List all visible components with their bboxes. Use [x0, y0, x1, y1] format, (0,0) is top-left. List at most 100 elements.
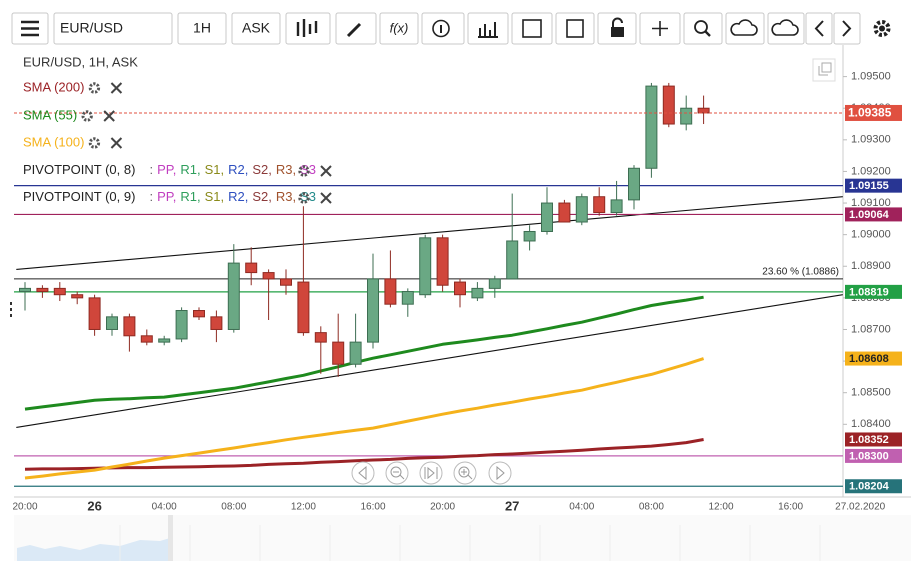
legend-remove-icon[interactable] [110, 137, 123, 149]
legend-settings-icon[interactable] [88, 82, 101, 94]
level-price-label: 1.08300 [849, 450, 889, 462]
candle-body [71, 294, 84, 299]
zoom-controls [351, 461, 512, 485]
zoom-icon [704, 30, 711, 37]
candle-body [610, 199, 623, 214]
candle-body [662, 85, 675, 125]
level-price-box [845, 207, 902, 222]
level-price-box [845, 479, 902, 494]
legend-settings-icon[interactable] [298, 165, 310, 177]
pivot-legend-item: PP, [157, 189, 176, 204]
legend-remove-icon[interactable] [320, 192, 332, 204]
download-icon [771, 19, 799, 36]
calendar-button[interactable] [511, 12, 553, 45]
legend-entry[interactable]: SMA (100) [23, 134, 84, 149]
y-tick-label: 1.09300 [851, 134, 891, 146]
legend-remove-icon[interactable] [110, 82, 123, 94]
zoom-in-button[interactable] [453, 461, 477, 485]
scroll-left-button[interactable] [351, 461, 375, 485]
navigator-grid [119, 525, 821, 561]
pivot-legend-item: S2, [252, 162, 272, 177]
candle-body [697, 107, 710, 114]
x-tick-label: 04:00 [569, 502, 594, 513]
expand-icon [818, 62, 832, 76]
legend-entry[interactable]: SMA (55) [23, 107, 77, 122]
y-tick-label: 1.08500 [851, 387, 891, 399]
report-button[interactable] [555, 12, 595, 45]
candle-body [332, 341, 345, 365]
candle-body [314, 332, 327, 343]
zoom-icon [694, 20, 708, 34]
zoom-out-button[interactable] [385, 461, 409, 485]
candle-body [523, 230, 536, 242]
candle-body [471, 287, 484, 299]
candle-body [193, 310, 205, 318]
candle-body [280, 278, 292, 286]
candle-body [262, 272, 275, 280]
x-tick-label: 08:00 [221, 502, 246, 513]
interval-button[interactable] [177, 12, 227, 45]
pivot-legend-label: PIVOTPOINT (0, 8) [23, 162, 135, 177]
navigator-handle[interactable] [168, 515, 173, 561]
axis-layer: 1.084001.085001.086001.087001.088001.089… [12, 71, 902, 513]
next-button[interactable] [833, 12, 861, 45]
candle-body [541, 202, 553, 232]
x-tick-label: 04:00 [152, 502, 177, 513]
info-button[interactable] [421, 12, 465, 45]
legend-remove-icon[interactable] [103, 110, 115, 122]
legend-remove-icon[interactable] [320, 165, 332, 177]
candle-body [297, 281, 310, 334]
scroll-right-button[interactable] [488, 461, 512, 485]
candle-body [454, 281, 466, 296]
studies-button[interactable] [467, 12, 509, 45]
sma-price-label: 1.08352 [849, 434, 889, 446]
download-button[interactable] [767, 12, 805, 45]
settings-icon[interactable] [873, 20, 891, 37]
x-tick-label: 20:00 [430, 502, 455, 513]
candle-body [384, 278, 397, 305]
zoom-in-icon [461, 469, 473, 480]
symbol-text: EUR/USD [60, 20, 123, 36]
zoom-out-icon [390, 466, 402, 478]
candle-body [210, 316, 223, 330]
candle-body [401, 291, 414, 305]
prev-icon [814, 20, 824, 37]
upload-button[interactable] [725, 12, 765, 45]
candle-body [436, 237, 449, 286]
x-tick-label: 26 [87, 498, 101, 513]
pivot-legend-item: : [149, 189, 153, 204]
legend-entry[interactable]: SMA (200) [23, 79, 84, 94]
info-icon [432, 19, 450, 38]
level-price-box [845, 448, 902, 463]
prev-button[interactable] [805, 12, 833, 45]
legend-settings-icon[interactable] [298, 192, 310, 204]
candle-body [88, 297, 101, 330]
navigator [14, 515, 911, 561]
chart-type-button[interactable] [285, 12, 331, 45]
candle-body [227, 262, 240, 330]
zoom-button[interactable] [683, 12, 723, 45]
next-icon [842, 20, 852, 37]
reset-button[interactable] [419, 461, 443, 485]
zoom-out-icon [393, 471, 405, 480]
fib-label: 23.60 % (1.0886) [762, 267, 839, 278]
legend-layer: EUR/USD, 1H, ASK SMA (200) SMA (55) SMA (1… [23, 54, 332, 204]
navigator-area [17, 538, 170, 561]
candle-body [106, 316, 118, 330]
pivot-legend-item: R1, [180, 162, 200, 177]
candle-body [506, 240, 519, 280]
candles-layer [14, 82, 843, 480]
y-tick-label: 1.09500 [851, 71, 891, 83]
pivot-legend[interactable]: PIVOTPOINT (0, 9): PP, R1, S1, R2, S2, R3, S3 [23, 189, 316, 204]
side-button[interactable] [231, 12, 281, 45]
pivot-legend[interactable]: PIVOTPOINT (0, 8): PP, R1, S1, R2, S2, R3, S3 [23, 162, 316, 177]
pivot-legend-item: R2, [228, 189, 248, 204]
calendar-icon [522, 19, 542, 38]
expand-button[interactable] [812, 58, 836, 82]
legend-settings-icon[interactable] [88, 137, 101, 149]
indicators-button[interactable] [379, 12, 419, 45]
candle-body [575, 196, 588, 223]
symbol-input[interactable] [53, 12, 173, 45]
legend-settings-icon[interactable] [81, 110, 93, 122]
reset-icon [424, 466, 438, 480]
